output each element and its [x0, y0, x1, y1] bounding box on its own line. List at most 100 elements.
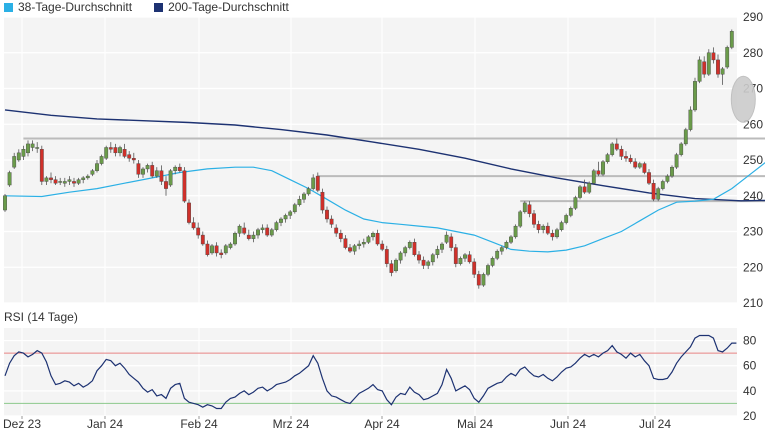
candle-body: [223, 245, 228, 254]
candle: [269, 227, 274, 237]
candle: [72, 177, 76, 187]
candle-body: [288, 211, 293, 216]
candle: [260, 224, 265, 234]
candle-body: [651, 183, 656, 200]
candle-body: [7, 172, 12, 186]
candle-body: [49, 177, 53, 180]
candle: [99, 154, 104, 166]
candle-body: [513, 225, 518, 238]
candle-body: [219, 252, 224, 255]
candle: [329, 215, 334, 228]
candle-body: [205, 243, 210, 255]
candle-body: [499, 247, 504, 252]
candle: [26, 140, 30, 157]
candle: [412, 238, 417, 257]
candle: [306, 186, 311, 196]
candle-body: [44, 177, 49, 182]
legend-label-ma200: 200-Tage-Durchschnitt: [168, 0, 289, 14]
candle-body: [108, 147, 113, 150]
xtick-label: Mrz 24: [273, 417, 310, 430]
candle-body: [113, 147, 118, 154]
candle-body: [509, 236, 513, 243]
candle-body: [670, 166, 674, 177]
candle-body: [274, 222, 279, 230]
candle-body: [481, 274, 486, 286]
candle: [486, 263, 490, 277]
candle-body: [444, 234, 449, 243]
candle-body: [605, 154, 610, 162]
candle-body: [260, 227, 265, 230]
candle-body: [256, 229, 260, 236]
candle-body: [12, 156, 17, 168]
candle-body: [610, 143, 615, 155]
candle: [670, 165, 674, 178]
candle-body: [191, 222, 196, 229]
candle-body: [228, 243, 233, 248]
candle-body: [279, 218, 283, 223]
candle-body: [591, 170, 596, 184]
candle-body: [145, 165, 150, 170]
candle: [292, 202, 297, 214]
candle: [674, 152, 679, 169]
candle: [444, 231, 449, 245]
candle-body: [435, 249, 440, 255]
candle: [384, 245, 389, 268]
candle-body: [3, 195, 7, 211]
candle-body: [559, 222, 564, 230]
candle: [108, 142, 113, 153]
legend-item-ma200[interactable]: 200-Tage-Durchschnitt: [154, 0, 289, 14]
candle-body: [601, 161, 605, 175]
candle: [472, 258, 477, 278]
candle-body: [214, 245, 219, 254]
candle-body: [417, 254, 421, 261]
candle: [242, 222, 247, 236]
candle-body: [467, 254, 472, 263]
legend-swatch-ma200: [154, 2, 164, 12]
candle-body: [495, 250, 500, 259]
candle-body: [343, 238, 348, 248]
candle: [44, 176, 49, 186]
candle-body: [536, 224, 541, 230]
candle-body: [578, 186, 582, 198]
candle-body: [302, 193, 306, 200]
candle: [513, 224, 518, 239]
xtick-label: Apr 24: [364, 417, 400, 430]
candle: [504, 240, 509, 250]
candle: [582, 179, 587, 194]
candle-body: [647, 172, 651, 184]
rsi-ytick-label: 80: [743, 334, 757, 348]
candle: [467, 251, 472, 264]
candle: [30, 140, 35, 152]
candle-body: [182, 170, 187, 202]
candle-body: [426, 261, 431, 266]
candle-body: [633, 161, 638, 168]
candle-body: [573, 197, 578, 209]
candle: [196, 222, 201, 239]
candle: [320, 188, 325, 214]
candle-body: [315, 175, 320, 191]
candle: [302, 192, 306, 203]
legend-item-ma38[interactable]: 38-Tage-Durchschnitt: [4, 0, 132, 14]
candle-body: [269, 229, 274, 236]
candle-body: [596, 170, 601, 175]
candle-body: [35, 147, 40, 149]
candle: [550, 229, 555, 241]
candle: [375, 229, 380, 246]
candle-body: [154, 170, 159, 177]
candle: [614, 138, 619, 152]
candle-body: [30, 143, 35, 148]
candle-body: [693, 81, 697, 111]
candle-body: [389, 263, 394, 273]
candle-body: [541, 225, 546, 230]
candle-body: [522, 202, 527, 213]
candle-body: [486, 265, 490, 275]
candle-body: [173, 166, 178, 171]
candle: [522, 201, 527, 214]
candle: [564, 213, 569, 225]
candle: [647, 168, 651, 186]
price-ytick-label: 220: [743, 260, 763, 274]
candle-body: [292, 204, 297, 213]
candle-body: [210, 245, 214, 254]
candle-body: [26, 143, 30, 154]
